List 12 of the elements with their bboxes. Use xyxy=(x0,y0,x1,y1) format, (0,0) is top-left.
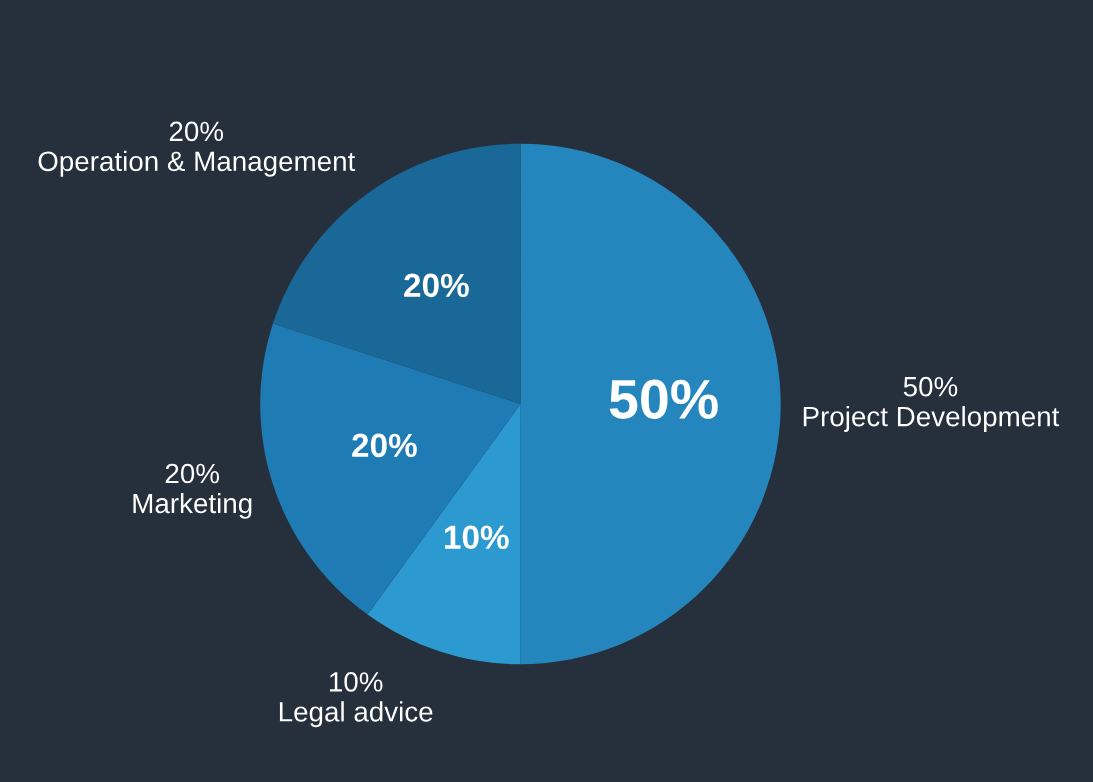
data-label: 10% xyxy=(444,525,509,550)
data-label: 20% xyxy=(404,273,469,298)
text: 20% xyxy=(165,463,220,484)
slice-label: Operation & Management xyxy=(38,150,356,177)
text: 10% xyxy=(329,672,383,692)
text: 20% xyxy=(169,121,224,142)
data-label: 50% xyxy=(609,379,718,419)
text: 50% xyxy=(903,376,958,397)
data-label: 20% xyxy=(352,433,417,458)
slice-label: Project Development xyxy=(803,406,1060,432)
slice-label: Marketing xyxy=(133,492,252,519)
slice-label: Legal advice xyxy=(279,701,433,728)
